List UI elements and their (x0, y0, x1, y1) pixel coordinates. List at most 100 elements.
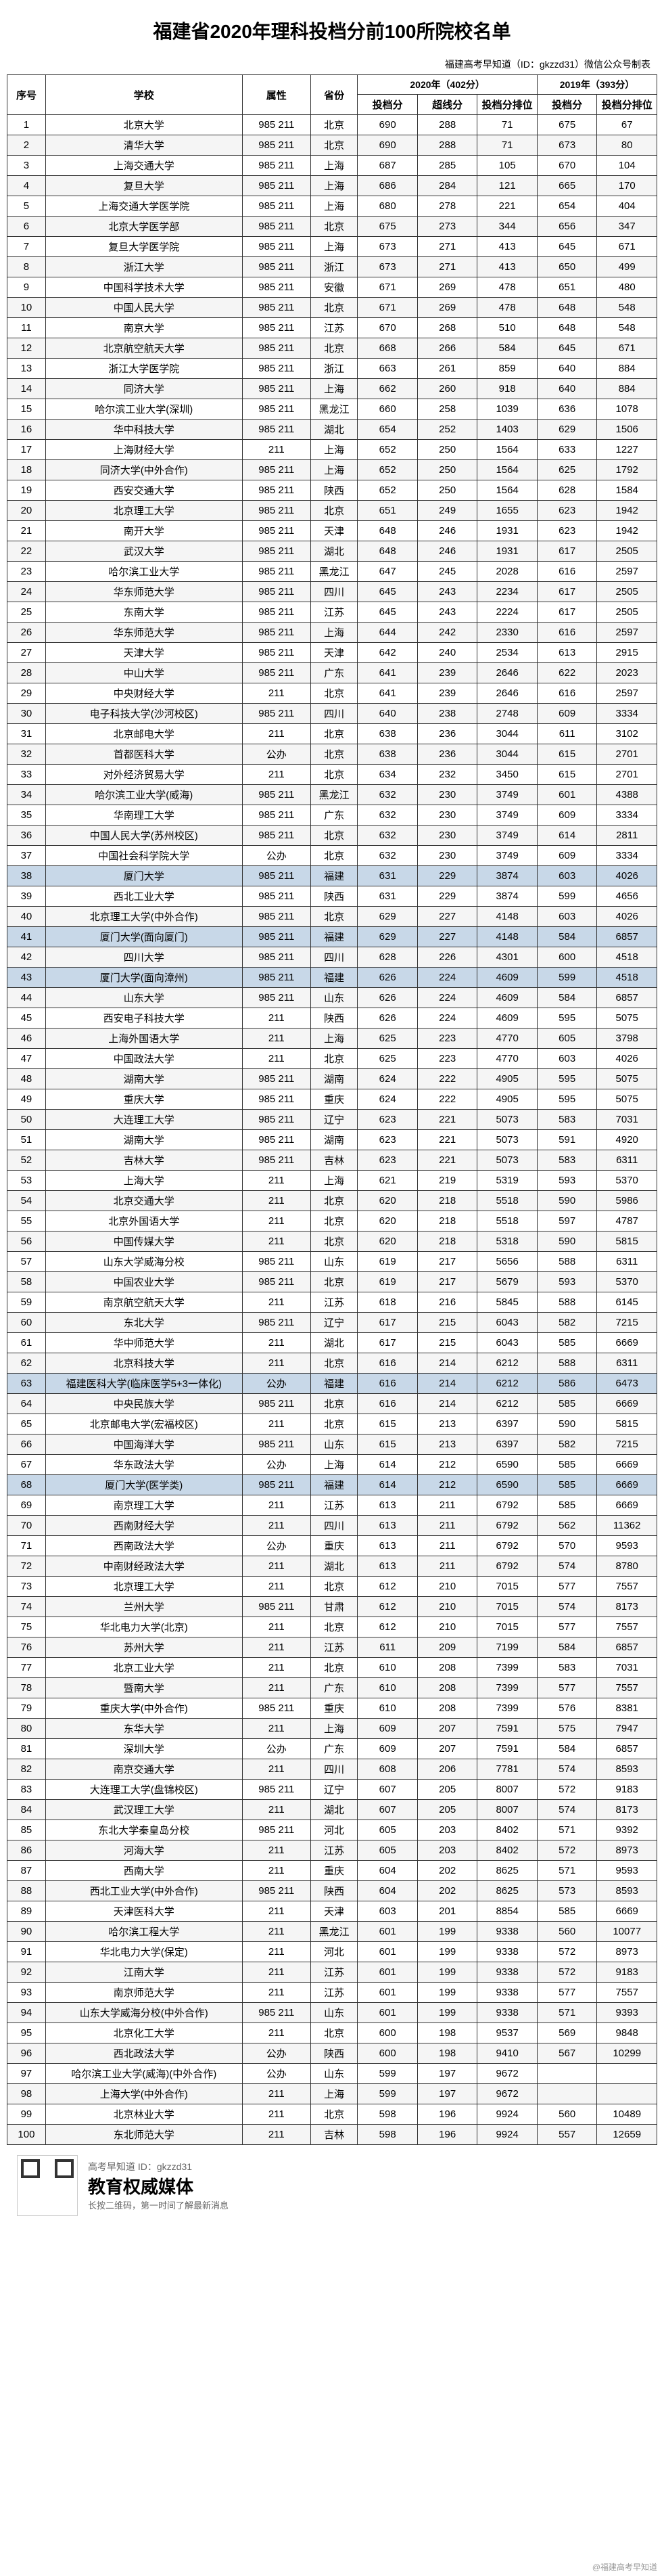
cell: 648 (358, 521, 418, 541)
hdr-2020: 2020年（402分） (358, 75, 538, 95)
cell: 652 (358, 460, 418, 480)
cell: 1078 (597, 399, 657, 420)
cell: 北京外国语大学 (45, 1211, 242, 1231)
cell: 4920 (597, 1130, 657, 1150)
cell: 985 211 (242, 217, 310, 237)
cell: 江南大学 (45, 1962, 242, 1983)
cell: 260 (417, 379, 477, 399)
cell: 623 (358, 1110, 418, 1130)
cell: 2811 (597, 826, 657, 846)
cell: 617 (358, 1333, 418, 1353)
cell: 湖南大学 (45, 1130, 242, 1150)
cell: 北京大学医学部 (45, 217, 242, 237)
cell: 41 (7, 927, 46, 947)
cell: 199 (417, 1942, 477, 1962)
table-row: 45西安电子科技大学211陕西62622446095955075 (7, 1008, 657, 1029)
hdr-prov: 省份 (310, 75, 358, 115)
cell: 中国农业大学 (45, 1272, 242, 1292)
cell: 240 (417, 643, 477, 663)
cell: 642 (358, 643, 418, 663)
table-row: 23哈尔滨工业大学985 211黑龙江64724520286162597 (7, 562, 657, 582)
cell: 985 211 (242, 156, 310, 176)
cell: 585 (537, 1495, 597, 1516)
cell: 38 (7, 866, 46, 886)
cell: 2505 (597, 541, 657, 562)
cell: 640 (537, 359, 597, 379)
cell: 深圳大学 (45, 1739, 242, 1759)
cell: 985 211 (242, 135, 310, 156)
cell: 985 211 (242, 1272, 310, 1292)
cell: 571 (537, 2003, 597, 2023)
cell: 上海财经大学 (45, 440, 242, 460)
cell: 上海 (310, 1455, 358, 1475)
cell: 山东大学威海分校(中外合作) (45, 2003, 242, 2023)
table-row: 100东北师范大学211吉林598196992455712659 (7, 2125, 657, 2145)
cell: 675 (358, 217, 418, 237)
table-row: 49重庆大学985 211重庆62422249055955075 (7, 1089, 657, 1110)
cell: 兰州大学 (45, 1597, 242, 1617)
cell: 616 (537, 623, 597, 643)
cell: 1 (7, 115, 46, 135)
cell: 79 (7, 1698, 46, 1719)
hdr-score: 投档分 (358, 95, 418, 115)
cell: 985 211 (242, 1881, 310, 1901)
cell: 211 (242, 1414, 310, 1434)
cell: 6857 (597, 988, 657, 1008)
table-row: 88西北工业大学(中外合作)985 211陕西60420286255738593 (7, 1881, 657, 1901)
cell: 浙江 (310, 359, 358, 379)
cell: 北京 (310, 1049, 358, 1069)
cell: 哈尔滨工业大学(威海)(中外合作) (45, 2064, 242, 2084)
cell: 6043 (477, 1333, 538, 1353)
cell: 629 (537, 420, 597, 440)
cell: 211 (242, 2104, 310, 2125)
cell: 60 (7, 1313, 46, 1333)
cell: 985 211 (242, 643, 310, 663)
cell: 四川 (310, 1516, 358, 1536)
cell: 5845 (477, 1292, 538, 1313)
cell: 218 (417, 1191, 477, 1211)
cell: 6311 (597, 1252, 657, 1272)
cell: 644 (358, 623, 418, 643)
cell: 5656 (477, 1252, 538, 1272)
cell: 570 (537, 1536, 597, 1556)
cell: 205 (417, 1780, 477, 1800)
cell: 辽宁 (310, 1780, 358, 1800)
cell: 广东 (310, 805, 358, 826)
cell: 577 (537, 1678, 597, 1698)
table-row: 29中央财经大学211北京64123926466162597 (7, 683, 657, 704)
table-row: 43厦门大学(面向漳州)985 211福建62622446095994518 (7, 968, 657, 988)
table-row: 70西南财经大学211四川613211679256211362 (7, 1516, 657, 1536)
cell: 河北 (310, 1820, 358, 1840)
cell: 82 (7, 1759, 46, 1780)
cell: 2597 (597, 562, 657, 582)
cell: 229 (417, 886, 477, 907)
cell: 6043 (477, 1313, 538, 1333)
cell: 651 (537, 277, 597, 298)
cell: 5986 (597, 1191, 657, 1211)
cell: 8593 (597, 1759, 657, 1780)
cell: 668 (358, 338, 418, 359)
cell: 605 (537, 1029, 597, 1049)
cell: 65 (7, 1414, 46, 1434)
cell: 北京 (310, 1394, 358, 1414)
cell: 202 (417, 1881, 477, 1901)
cell: 985 211 (242, 1252, 310, 1272)
cell: 2748 (477, 704, 538, 724)
cell: 584 (537, 1637, 597, 1658)
cell: 4787 (597, 1211, 657, 1231)
cell: 640 (358, 704, 418, 724)
cell: 52 (7, 1150, 46, 1171)
cell: 4518 (597, 947, 657, 968)
cell: 211 (417, 1556, 477, 1577)
cell: 天津 (310, 643, 358, 663)
cell: 571 (537, 1861, 597, 1881)
table-row: 41厦门大学(面向厦门)985 211福建62922741485846857 (7, 927, 657, 947)
cell: 572 (537, 1840, 597, 1861)
cell: 5370 (597, 1171, 657, 1191)
cell: 10077 (597, 1922, 657, 1942)
cell: 599 (358, 2084, 418, 2104)
cell: 9924 (477, 2104, 538, 2125)
cell: 686 (358, 176, 418, 196)
cell: 985 211 (242, 379, 310, 399)
cell: 公办 (242, 1739, 310, 1759)
